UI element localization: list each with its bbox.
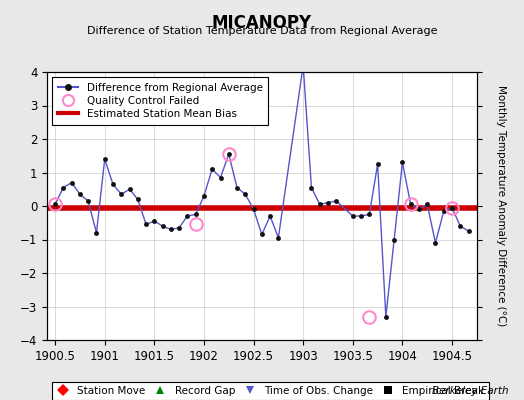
- Text: Difference of Station Temperature Data from Regional Average: Difference of Station Temperature Data f…: [87, 26, 437, 36]
- Y-axis label: Monthly Temperature Anomaly Difference (°C): Monthly Temperature Anomaly Difference (…: [496, 85, 506, 327]
- Legend: Station Move, Record Gap, Time of Obs. Change, Empirical Break: Station Move, Record Gap, Time of Obs. C…: [52, 382, 489, 400]
- Text: Berkeley Earth: Berkeley Earth: [432, 386, 508, 396]
- Text: MICANOPY: MICANOPY: [212, 14, 312, 32]
